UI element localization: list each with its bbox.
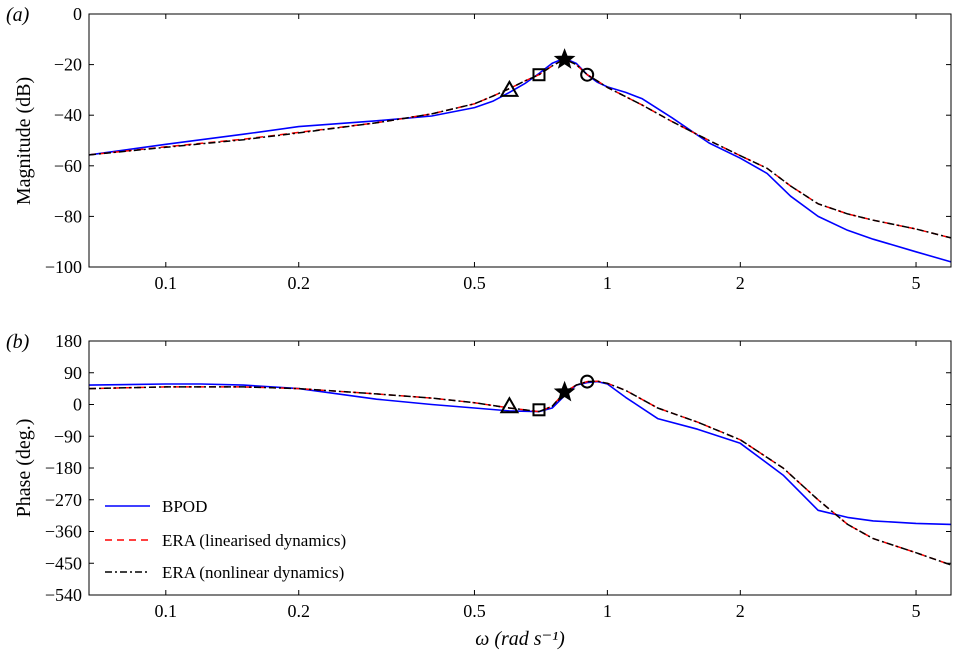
y-tick-label: 0 — [73, 395, 82, 415]
series-line-era-nonlinear-dynamics — [88, 380, 952, 566]
magnitude-y-axis-label: Magnitude (dB) — [13, 77, 35, 205]
square-marker — [532, 403, 546, 417]
phase-plot-frame — [88, 340, 952, 596]
y-tick-label: −360 — [45, 522, 82, 542]
y-tick-label: −540 — [45, 585, 82, 605]
star-marker — [553, 48, 576, 69]
y-tick-label: −40 — [54, 105, 82, 125]
phase-panel: (b) Phase (deg.) 0.1 0.2 0.5 1 2 5 180 90 0 −90 −1… — [6, 331, 952, 650]
y-tick-label: −90 — [54, 426, 82, 446]
y-tick-label: 0 — [73, 4, 82, 24]
magnitude-plot-frame — [88, 13, 952, 268]
magnitude-series — [88, 57, 952, 263]
x-tick-label: 0.1 — [155, 601, 178, 621]
x-tick-label: 0.2 — [287, 601, 310, 621]
y-tick-label: −100 — [45, 257, 82, 277]
star-marker — [553, 380, 576, 402]
series-line-era-nonlinear-dynamics — [88, 58, 952, 239]
phase-markers — [499, 374, 595, 417]
legend: BPOD ERA (linearised dynamics) ERA (nonl… — [105, 497, 346, 582]
circle-marker — [580, 67, 595, 82]
y-tick-label: −270 — [45, 490, 82, 510]
panel-a-label: (a) — [6, 4, 30, 26]
circle-marker — [580, 374, 595, 389]
x-tick-label: 2 — [736, 273, 745, 293]
triangle-marker — [499, 79, 520, 97]
panel-b-label: (b) — [6, 331, 30, 353]
x-tick-label: 0.5 — [463, 273, 486, 293]
y-tick-label: −180 — [45, 458, 82, 478]
y-tick-label: 90 — [64, 363, 82, 383]
series-line-era-linearised-dynamics — [88, 380, 952, 566]
legend-label-bpod: BPOD — [162, 497, 207, 516]
magnitude-markers — [499, 48, 595, 97]
square-marker — [532, 68, 546, 82]
legend-label-era-nonlinear: ERA (nonlinear dynamics) — [162, 563, 344, 582]
y-tick-label: 180 — [55, 331, 82, 351]
y-tick-label: −450 — [45, 553, 82, 573]
x-tick-label: 1 — [603, 273, 612, 293]
legend-label-era-linearised: ERA (linearised dynamics) — [162, 531, 346, 550]
x-tick-label: 0.2 — [287, 273, 310, 293]
y-tick-label: −20 — [54, 55, 82, 75]
magnitude-ticks: 0.1 0.2 0.5 1 2 5 0 −20 −40 −60 −80 −100 — [45, 4, 951, 293]
triangle-marker — [499, 396, 520, 414]
x-tick-label: 5 — [912, 273, 921, 293]
phase-ticks: 0.1 0.2 0.5 1 2 5 180 90 0 −90 −180 −270 −360 −450 −54… — [45, 331, 951, 621]
x-tick-label: 2 — [736, 601, 745, 621]
magnitude-panel: (a) Magnitude (dB) 0.1 0.2 0.5 1 2 5 0 −20 −40 −6… — [6, 4, 952, 293]
x-tick-label: 0.5 — [463, 601, 486, 621]
y-tick-label: −60 — [54, 156, 82, 176]
y-tick-label: −80 — [54, 206, 82, 226]
series-line-bpod — [88, 380, 952, 526]
frequency-x-axis-label: ω (rad s⁻¹) — [475, 628, 565, 650]
phase-y-axis-label: Phase (deg.) — [13, 419, 35, 518]
x-tick-label: 1 — [603, 601, 612, 621]
series-line-bpod — [88, 57, 952, 263]
x-tick-label: 0.1 — [155, 273, 178, 293]
x-tick-label: 5 — [912, 601, 921, 621]
